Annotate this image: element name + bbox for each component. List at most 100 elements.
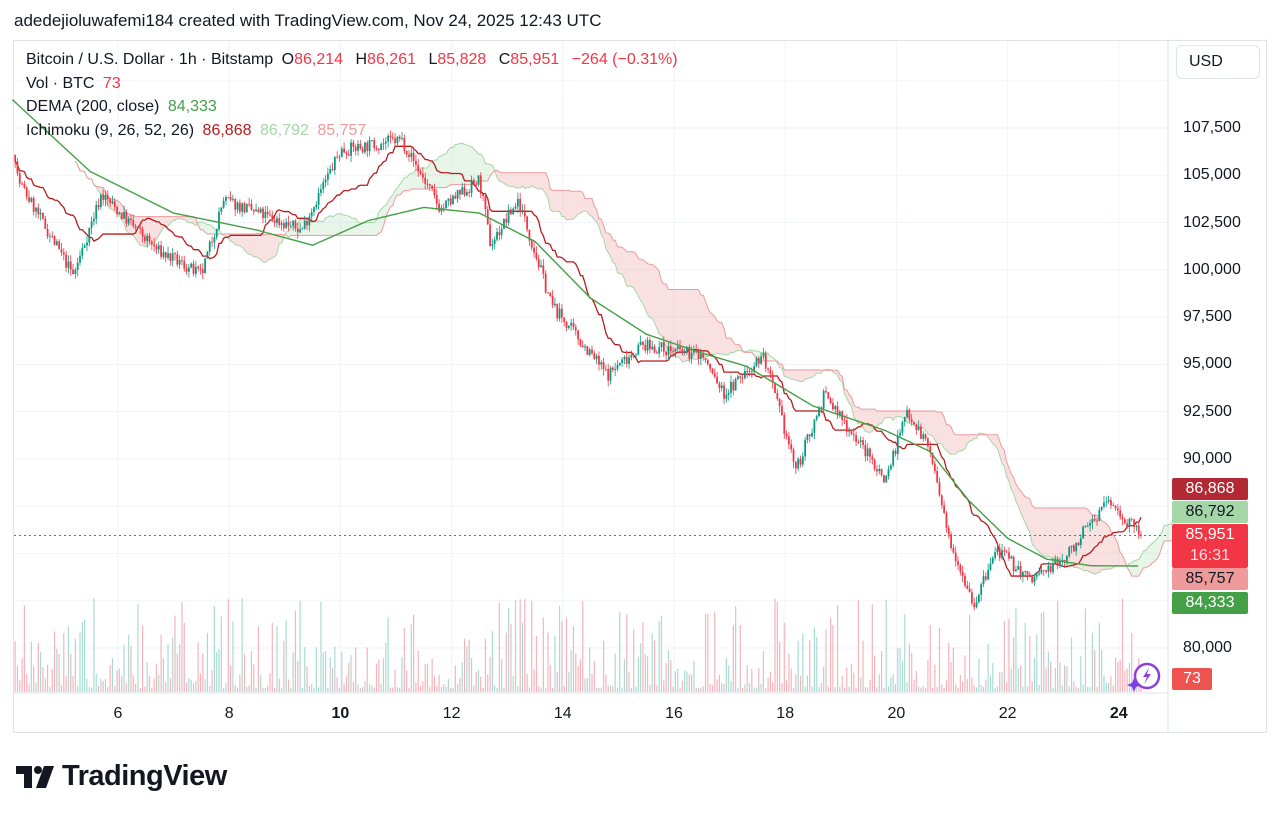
candle-body: [1056, 558, 1059, 566]
ichimoku-cloud-bearish: [793, 369, 796, 381]
ichimoku-cloud-bearish: [1099, 516, 1102, 573]
ichimoku-cloud-bullish: [478, 153, 481, 182]
ichimoku-lead1-tag: 86,792: [1172, 501, 1248, 523]
candle-body: [503, 218, 505, 229]
candle-body: [938, 482, 941, 496]
candle-body: [741, 377, 744, 379]
ichimoku-cloud-bullish: [443, 153, 447, 188]
ichimoku-cloud-bearish: [256, 233, 259, 259]
ichimoku-cloud-bullish: [1145, 547, 1148, 568]
candle-body: [762, 353, 765, 357]
candle-body: [442, 207, 445, 209]
candle-body: [72, 269, 74, 275]
candle-body: [1038, 573, 1041, 575]
ichimoku-cloud-bearish: [955, 434, 959, 455]
candle-body: [996, 548, 999, 553]
candle-body: [505, 218, 508, 223]
candle-body: [994, 552, 996, 558]
ichimoku-cloud-bearish: [263, 234, 266, 263]
currency-button[interactable]: USD: [1176, 45, 1260, 79]
ichimoku-cloud-bearish: [925, 410, 928, 435]
ichimoku-cloud-bearish: [151, 216, 155, 244]
ichimoku-cloud-bearish: [1022, 493, 1026, 524]
candle-body: [646, 339, 649, 351]
ichimoku-cloud-bearish: [814, 369, 817, 376]
candle-body: [410, 152, 413, 157]
candle-body: [167, 253, 169, 258]
candle-body: [1107, 500, 1110, 502]
candle-body: [208, 241, 211, 252]
candle-body: [635, 354, 637, 356]
candle-body: [672, 351, 674, 352]
ichimoku-cloud-bearish: [934, 410, 938, 444]
candle-body: [776, 393, 779, 399]
candle-body: [336, 156, 339, 158]
ichimoku-cloud-bearish: [886, 410, 889, 418]
ichimoku-cloud-bearish: [712, 313, 715, 355]
ichimoku-cloud-bearish: [835, 370, 838, 376]
candle-body: [1049, 565, 1052, 572]
candle-body: [711, 368, 714, 374]
candle-body: [903, 417, 906, 422]
candle-body: [855, 435, 857, 442]
ichimoku-cloud-bearish: [944, 417, 947, 451]
candle-body: [616, 365, 619, 369]
candle-body: [764, 353, 767, 369]
candle-body: [412, 152, 415, 161]
ichimoku-value-2: 86,792: [259, 122, 309, 139]
candle-body: [225, 197, 227, 201]
ichimoku-cloud-bearish: [1087, 509, 1091, 573]
candle-body: [394, 138, 396, 144]
ichimoku-cloud-bearish: [937, 411, 940, 444]
ohlc-open: O86,214: [281, 51, 344, 68]
candle-body: [915, 424, 918, 430]
symbol-title[interactable]: Bitcoin / U.S. Dollar · 1h · Bitstamp: [26, 51, 274, 68]
ichimoku-cloud-bearish: [645, 261, 648, 315]
candle-body: [468, 191, 471, 193]
candle-body: [570, 322, 573, 326]
volume-legend[interactable]: Vol · BTC 73: [26, 75, 125, 93]
candle-body: [977, 594, 980, 603]
ichimoku-cloud-bullish: [1150, 542, 1153, 566]
ichimoku-cloud-bearish: [893, 410, 896, 421]
candle-body: [774, 382, 776, 394]
candle-body: [558, 308, 561, 319]
ichimoku-cloud-bullish: [390, 195, 393, 207]
ichimoku-cloud-bullish: [1168, 523, 1172, 541]
dema-line: [11, 99, 1139, 567]
tradingview-logo[interactable]: TradingView: [16, 760, 227, 793]
candle-body: [927, 438, 929, 447]
candle-body: [97, 205, 100, 208]
candle-body: [845, 420, 848, 432]
candle-body: [99, 194, 102, 208]
ohlc-close: C85,951: [498, 51, 560, 68]
candle-body: [491, 243, 494, 246]
candle-body: [308, 216, 311, 226]
candle-body: [1116, 508, 1119, 511]
ichimoku-cloud-bearish: [726, 338, 729, 356]
ichimoku-cloud-bearish: [964, 434, 968, 450]
ichimoku-cloud-bullish: [754, 350, 757, 359]
ichimoku-cloud-bearish: [503, 172, 507, 185]
ichimoku-cloud-bearish: [154, 216, 157, 244]
dema-legend[interactable]: DEMA (200, close) 84,333: [26, 98, 221, 116]
ichimoku-cloud-bearish: [724, 328, 727, 356]
ichimoku-cloud-bearish: [557, 190, 560, 212]
candle-body: [435, 195, 438, 204]
ichimoku-cloud-bearish: [105, 191, 108, 206]
tradingview-logo-icon: [16, 765, 54, 788]
candle-body: [53, 236, 56, 245]
candle-body: [76, 262, 79, 270]
ichimoku-cloud-bearish: [580, 191, 583, 214]
candle-body: [1052, 563, 1054, 572]
ichimoku-cloud-bearish: [666, 284, 669, 353]
candle-body: [850, 431, 853, 435]
candle-body: [572, 322, 575, 328]
candle-body: [718, 383, 721, 388]
candle-body: [681, 349, 684, 353]
ichimoku-legend[interactable]: Ichimoku (9, 26, 52, 26) 86,868 86,792 8…: [26, 122, 370, 140]
candle-body: [869, 448, 871, 457]
candle-body: [1086, 525, 1089, 527]
lightning-assistant-icon[interactable]: [1127, 661, 1161, 695]
